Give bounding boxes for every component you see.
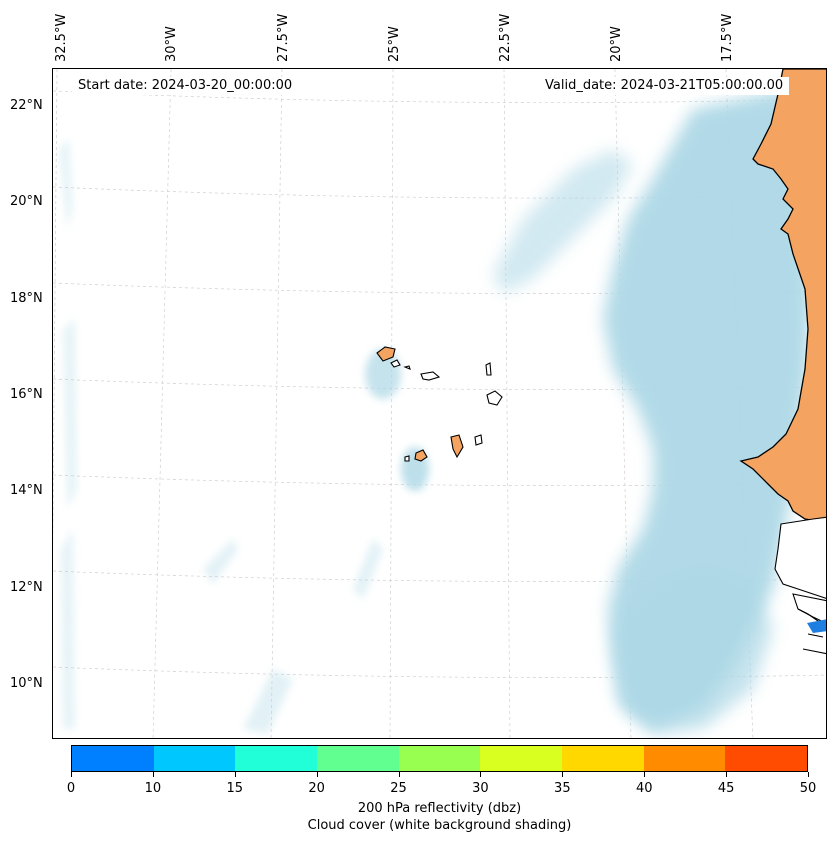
lat-label-14n: 14°N	[10, 483, 43, 498]
colorbar-segment-7	[643, 746, 726, 771]
colorbar-tick-mark	[398, 772, 400, 777]
colorbar-tick-label: 25	[390, 781, 407, 796]
map-canvas	[53, 69, 826, 738]
lat-label-20n: 20°N	[10, 194, 43, 209]
island-sao-nicolau	[420, 371, 441, 381]
valid-date-label: Valid_date: 2024-03-21T05:00:00.00	[539, 77, 790, 95]
lon-label-30w: 30°W	[164, 26, 179, 62]
colorbar-tick-mark	[71, 772, 72, 777]
colorbar-segment-1	[153, 746, 236, 771]
colorbar-segment-2	[235, 746, 318, 771]
island-santo-antao	[376, 346, 396, 362]
cloud-patch-islands-1	[365, 349, 401, 399]
colorbar-segment-8	[725, 746, 808, 771]
colorbar-segment-5	[480, 746, 563, 771]
lat-label-12n: 12°N	[10, 580, 43, 595]
island-santa-luzia	[403, 365, 411, 370]
lon-label-17-5w: 17.5°W	[720, 13, 735, 62]
cloud-streak-west	[59, 139, 77, 729]
colorbar-tick-mark	[152, 772, 154, 777]
colorbar-tick-mark	[316, 772, 318, 777]
colorbar-tick-label: 30	[472, 781, 489, 796]
colorbar-tick-mark	[644, 772, 646, 777]
island-brava	[404, 455, 410, 462]
island-boa-vista	[486, 390, 503, 406]
colorbar-tick-label: 20	[308, 781, 325, 796]
lat-label-10n: 10°N	[10, 676, 43, 691]
island-maio	[474, 434, 483, 446]
colorbar-segment-3	[317, 746, 399, 771]
colorbar-tick-label: 10	[144, 781, 162, 796]
cloud-band-upper	[493, 149, 633, 294]
lon-label-22-5w: 22.5°W	[498, 13, 513, 62]
lon-label-20w: 20°W	[609, 26, 624, 62]
colorbar-tick-label: 15	[226, 781, 244, 796]
colorbar-segment-6	[562, 746, 644, 771]
island-santiago	[450, 434, 464, 459]
island-fogo	[414, 449, 428, 462]
island-sao-vicente	[390, 359, 401, 368]
colorbar-tick-label: 0	[66, 781, 76, 796]
colorbar-tick-label: 50	[799, 781, 817, 796]
colorbar-tick-mark	[480, 772, 482, 777]
island-sal	[485, 362, 492, 376]
cloud-mass-main	[603, 89, 811, 729]
lat-label-16n: 16°N	[10, 387, 43, 402]
colorbar	[71, 745, 808, 772]
colorbar-segment-0	[72, 746, 154, 771]
reflectivity-echo	[807, 619, 826, 633]
start-date-label: Start date: 2024-03-20_00:00:00	[72, 77, 299, 95]
colorbar-label-cloud: Cloud cover (white background shading)	[307, 818, 572, 833]
lat-label-22n: 22°N	[10, 98, 43, 113]
colorbar-tick-mark	[726, 772, 728, 777]
land-layer	[739, 69, 826, 655]
colorbar-tick-mark	[808, 772, 809, 777]
lat-label-18n: 18°N	[10, 291, 43, 306]
colorbar-tick-mark	[562, 772, 564, 777]
lon-label-27-5w: 27.5°W	[276, 13, 291, 62]
cloud-streak-south	[203, 539, 383, 734]
cape-verde-islands	[376, 346, 503, 462]
colorbar-tick-mark	[234, 772, 236, 777]
map-panel	[52, 68, 827, 739]
africa-coast-land	[739, 69, 826, 522]
colorbar-tick-label: 45	[717, 781, 735, 796]
lon-label-32-5w: 32.5°W	[54, 13, 69, 62]
cloud-cover-layer	[59, 89, 811, 734]
colorbar-label-reflectivity: 200 hPa reflectivity (dbz)	[357, 801, 522, 816]
cloud-band-lower-right	[613, 569, 773, 734]
colorbar-tick-label: 40	[635, 781, 653, 796]
colorbar-segment-4	[398, 746, 481, 771]
lon-label-25w: 25°W	[387, 26, 402, 62]
gambia-senegal-area	[774, 516, 826, 599]
colorbar-tick-label: 35	[554, 781, 571, 796]
